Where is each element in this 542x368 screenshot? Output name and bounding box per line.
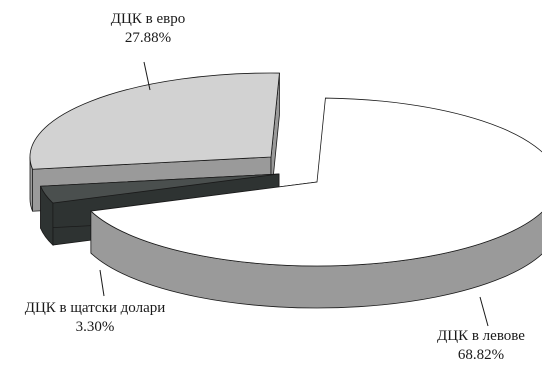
slice-label-euro: ДЦК в евро 27.88%: [68, 10, 228, 48]
slice-label-euro-value: 27.88%: [124, 30, 172, 46]
slice-label-usd-name: ДЦК в щатски долари: [24, 300, 166, 316]
slice-label-usd-value: 3.30%: [75, 319, 115, 335]
slice-usd-top: [39, 173, 280, 204]
leader-line-bgn: [479, 296, 489, 327]
leader-line-euro: [143, 61, 151, 91]
slice-label-bgn: ДЦК в левове 68.82%: [416, 327, 542, 365]
slice-label-usd: ДЦК в щатски долари 3.30%: [0, 299, 190, 337]
slice-label-euro-name: ДЦК в евро: [110, 11, 186, 27]
slice-bgn-top: [89, 97, 542, 267]
slice-label-bgn-value: 68.82%: [457, 347, 505, 363]
slice-eur-top: [29, 72, 280, 170]
slice-label-bgn-name: ДЦК в левове: [437, 328, 525, 344]
slice-bgn: [89, 97, 542, 309]
leader-line-usd: [99, 269, 105, 297]
